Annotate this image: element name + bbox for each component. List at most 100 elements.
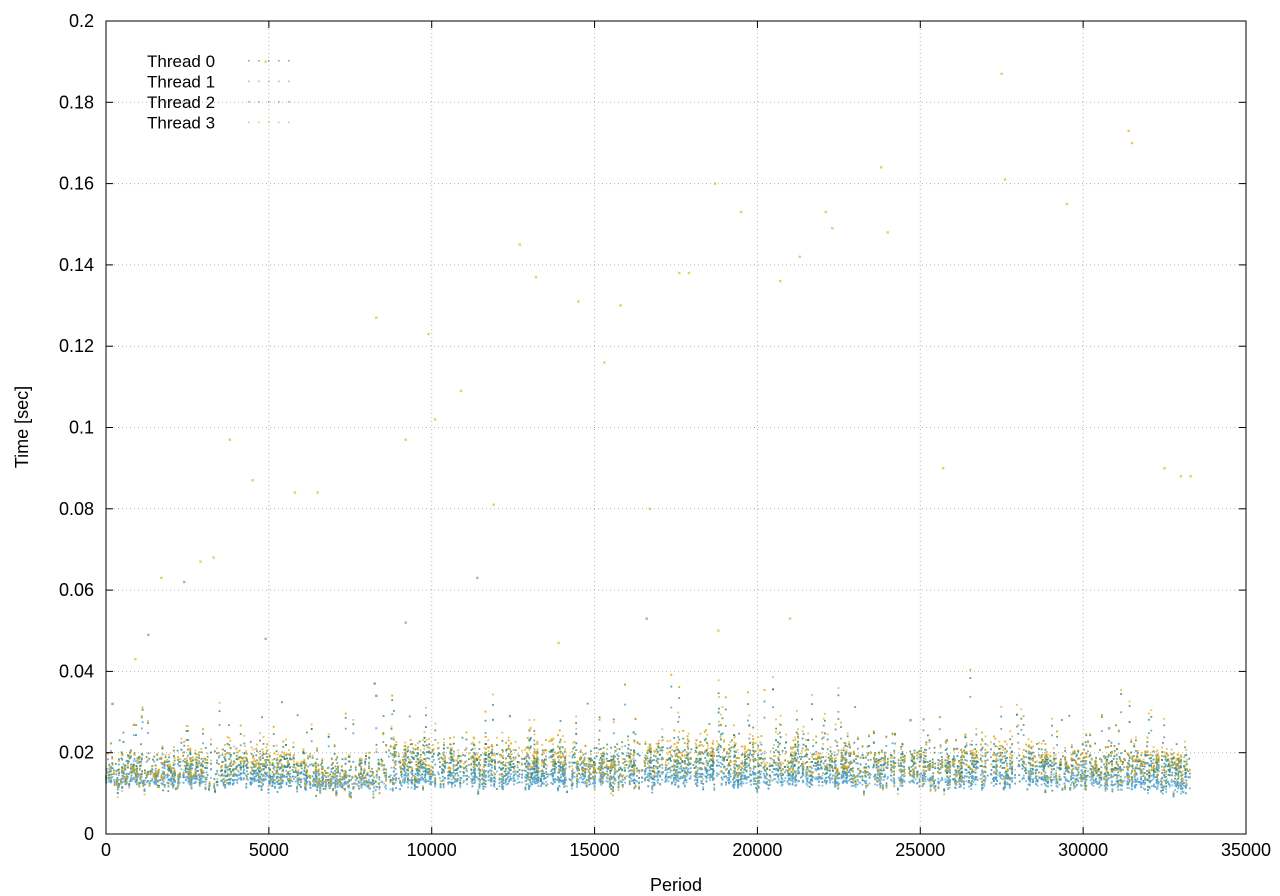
data-point [293, 766, 295, 768]
data-point [206, 755, 209, 758]
data-point [418, 761, 420, 764]
data-point [768, 774, 771, 777]
data-point [1042, 739, 1045, 742]
data-point [529, 781, 532, 783]
data-point [193, 777, 195, 780]
data-point [797, 744, 800, 746]
data-point [1105, 775, 1108, 778]
data-point [867, 765, 870, 768]
data-point [1177, 773, 1180, 776]
data-point [200, 764, 203, 767]
data-point [1092, 774, 1095, 777]
data-point [217, 756, 220, 759]
data-point [956, 765, 959, 768]
data-point [728, 769, 730, 772]
data-point [673, 777, 675, 780]
data-point [603, 766, 606, 769]
data-point [594, 775, 596, 777]
data-point [1099, 772, 1102, 775]
data-point [470, 749, 473, 751]
data-point [540, 778, 542, 780]
data-point [1141, 771, 1144, 774]
data-point [861, 779, 864, 782]
data-point [373, 782, 375, 785]
data-point [325, 776, 327, 778]
data-point [598, 729, 601, 732]
data-point [345, 777, 348, 779]
data-point [922, 761, 925, 764]
data-point [1131, 782, 1134, 784]
data-point [142, 781, 145, 783]
data-point [259, 750, 261, 753]
data-point [601, 755, 603, 757]
data-point [610, 763, 613, 766]
data-point [769, 779, 771, 782]
data-point [475, 764, 478, 766]
data-point [1064, 767, 1067, 770]
data-point [395, 779, 397, 782]
data-point [804, 755, 807, 757]
data-point [763, 769, 766, 771]
data-point [1092, 765, 1094, 768]
data-point [800, 765, 802, 767]
data-point [481, 778, 483, 781]
data-point [559, 750, 562, 753]
data-point [389, 779, 392, 781]
data-point [619, 766, 622, 769]
data-point [696, 779, 699, 782]
data-point [622, 752, 625, 755]
data-point [630, 760, 633, 763]
data-point [1005, 757, 1008, 759]
data-point [738, 732, 740, 735]
data-point [630, 769, 633, 772]
data-point [879, 768, 881, 771]
data-point [425, 726, 427, 728]
data-point [239, 773, 242, 775]
data-point [762, 772, 765, 775]
data-point [318, 777, 321, 780]
data-point [797, 746, 799, 748]
data-point [358, 774, 360, 777]
data-point [629, 762, 632, 765]
data-point [461, 736, 464, 739]
data-point [862, 756, 865, 759]
data-point [949, 771, 951, 774]
data-point [654, 765, 657, 768]
data-point [648, 775, 651, 777]
data-point [709, 754, 712, 757]
data-point [1047, 780, 1049, 783]
data-point [554, 765, 556, 768]
data-point [975, 760, 978, 762]
data-point [752, 760, 755, 763]
data-point [614, 760, 616, 763]
data-point [648, 766, 651, 769]
data-point [543, 762, 545, 764]
data-point [901, 780, 904, 783]
data-point [645, 768, 647, 770]
data-point [524, 786, 527, 789]
data-point [503, 770, 506, 773]
data-point [696, 772, 699, 775]
data-point [1073, 759, 1076, 761]
data-point [501, 783, 503, 786]
data-point [266, 756, 268, 758]
data-point [948, 761, 950, 763]
data-point [877, 765, 880, 768]
data-point [485, 743, 487, 745]
data-point [171, 774, 174, 777]
data-point [1041, 759, 1044, 761]
data-point [1006, 770, 1008, 773]
data-point [275, 750, 278, 753]
data-point [478, 748, 481, 750]
data-point [280, 758, 282, 761]
data-point [879, 773, 881, 776]
data-point [287, 771, 289, 773]
data-point [937, 764, 940, 767]
data-point [1058, 767, 1060, 769]
data-point [1155, 762, 1158, 764]
data-point [821, 737, 824, 740]
data-point [808, 775, 811, 777]
data-point [111, 762, 114, 764]
data-point [490, 764, 493, 767]
data-point [279, 782, 282, 785]
